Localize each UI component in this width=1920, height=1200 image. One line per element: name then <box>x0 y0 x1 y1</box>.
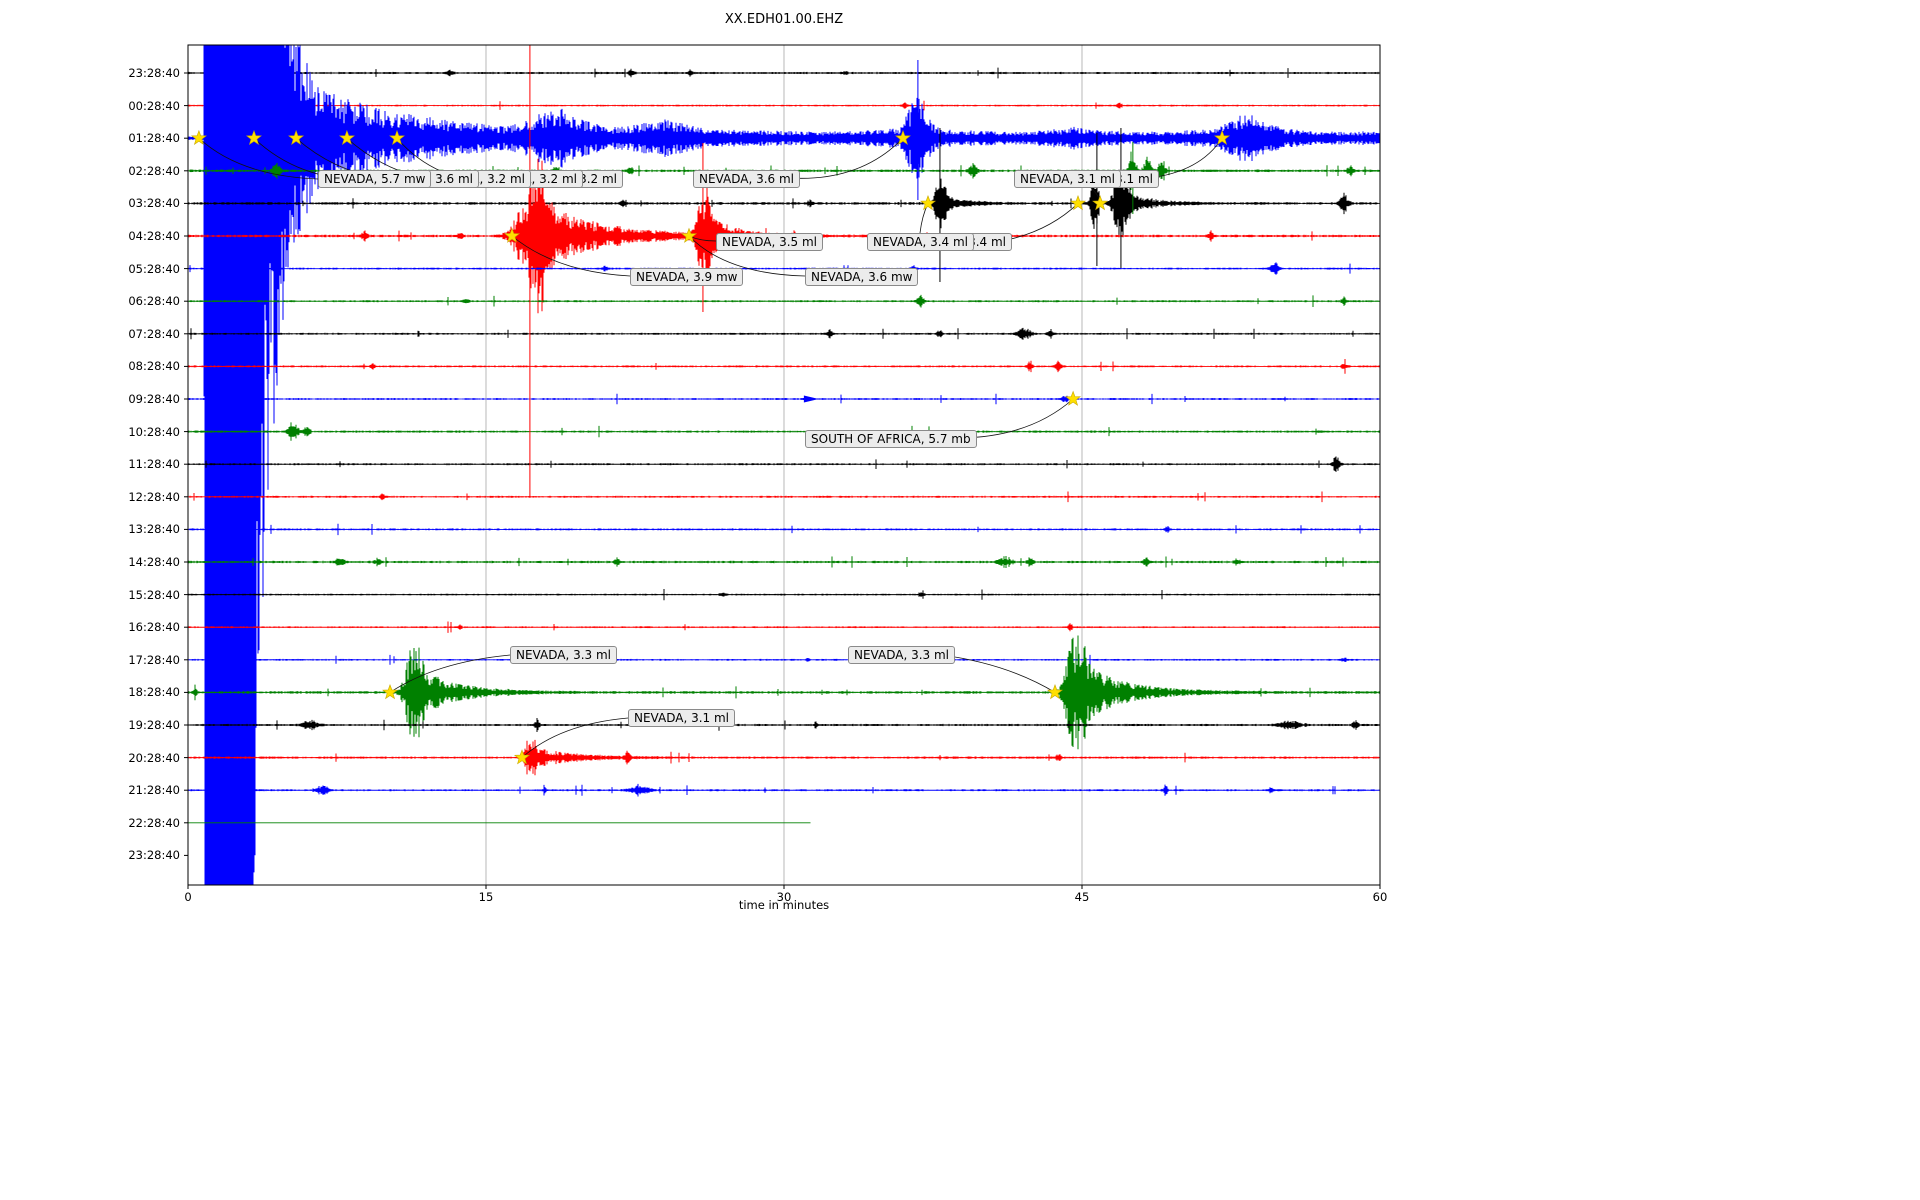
event-star-marker <box>681 227 698 243</box>
event-star-marker <box>190 129 207 146</box>
annotation-connector <box>198 137 319 180</box>
trace-22:28:40 <box>187 822 811 824</box>
annotation-connector <box>511 235 631 277</box>
event-star-marker <box>513 749 530 765</box>
event-star-marker <box>895 129 911 146</box>
event-star-marker <box>504 227 521 243</box>
chart-title: XX.EDH01.00.EHZ <box>724 12 844 27</box>
event-star-marker <box>288 129 305 146</box>
annotation-connector <box>389 654 511 693</box>
event-star-marker <box>389 129 405 146</box>
event-star-marker <box>920 195 937 211</box>
event-star-marker <box>1092 195 1109 211</box>
annotation-connector <box>789 137 904 179</box>
annotation-connector <box>521 717 629 758</box>
event-star-marker <box>1046 684 1063 700</box>
event-star-marker <box>245 129 262 146</box>
annotation-connector <box>941 654 1056 693</box>
arrival-marker <box>803 395 819 403</box>
event-star-marker <box>1070 195 1087 211</box>
event-star-marker <box>1065 390 1082 406</box>
event-star-marker <box>1214 129 1231 146</box>
annotation-connector <box>688 235 806 277</box>
event-star-marker <box>382 684 399 700</box>
x-axis-title: time in minutes <box>738 898 830 912</box>
event-star-marker <box>338 129 355 146</box>
